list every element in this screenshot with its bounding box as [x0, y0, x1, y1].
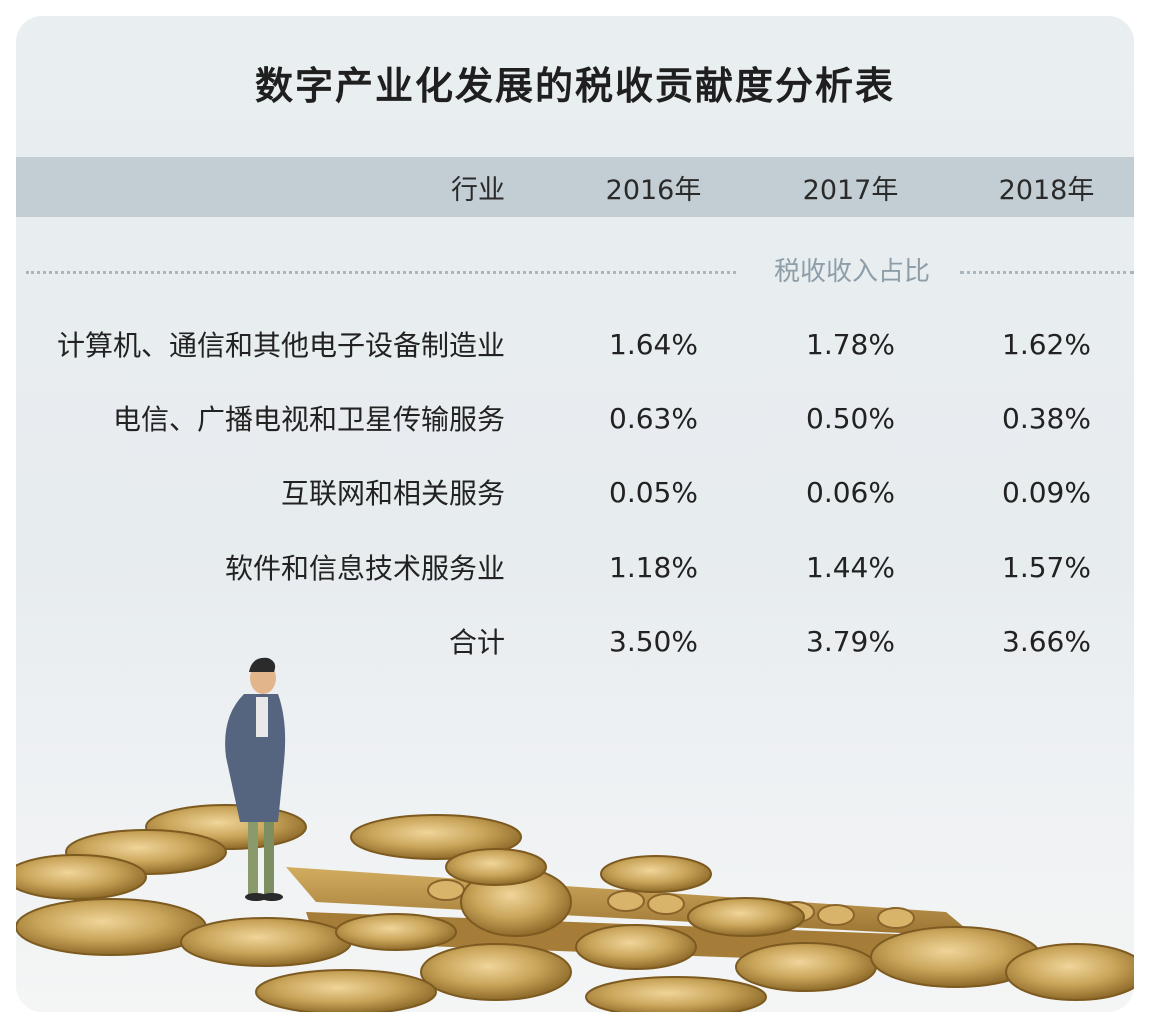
section-divider: 税收收入占比 — [16, 250, 1134, 294]
header-year-2017: 2017年 — [802, 174, 899, 206]
cell-2017: 3.79% — [806, 624, 895, 658]
cell-2017: 0.06% — [806, 475, 895, 509]
row-label: 合计 — [448, 626, 505, 659]
table-title: 数字产业化发展的税收贡献度分析表 — [254, 64, 895, 108]
cell-2018: 0.09% — [1002, 475, 1091, 509]
cell-2016: 0.63% — [609, 401, 698, 435]
row-label: 计算机、通信和其他电子设备制造业 — [56, 329, 505, 362]
table-row: 互联网和相关服务 0.05% 0.06% 0.09% — [16, 464, 1134, 520]
dotted-line-right — [960, 271, 1134, 274]
table-row: 软件和信息技术服务业 1.18% 1.44% 1.57% — [16, 539, 1134, 595]
table-row-total: 合计 3.50% 3.79% 3.66% — [16, 613, 1134, 669]
cell-2016: 1.18% — [609, 550, 698, 584]
cell-2018: 1.57% — [1002, 550, 1091, 584]
row-label: 互联网和相关服务 — [280, 477, 505, 510]
row-label: 电信、广播电视和卫星传输服务 — [112, 403, 505, 436]
cell-2016: 0.05% — [609, 475, 698, 509]
table-header: 行业 2016年 2017年 2018年 — [16, 157, 1134, 217]
header-year-2016: 2016年 — [605, 174, 702, 206]
dotted-line-left — [26, 271, 736, 274]
cell-2017: 1.78% — [806, 327, 895, 361]
cell-2018: 3.66% — [1002, 624, 1091, 658]
cell-2017: 1.44% — [806, 550, 895, 584]
cell-2016: 1.64% — [609, 327, 698, 361]
section-label: 税收收入占比 — [773, 257, 930, 287]
cell-2018: 0.38% — [1002, 401, 1091, 435]
cell-2016: 3.50% — [609, 624, 698, 658]
header-year-2018: 2018年 — [998, 174, 1095, 206]
table-card: 数字产业化发展的税收贡献度分析表 行业 2016年 2017年 2018年 税收… — [16, 16, 1134, 1012]
row-label: 软件和信息技术服务业 — [224, 552, 505, 585]
header-industry: 行业 — [451, 174, 505, 206]
cell-2017: 0.50% — [806, 401, 895, 435]
cell-2018: 1.62% — [1002, 327, 1091, 361]
coins-abacus-figure-illustration — [16, 657, 1134, 1012]
table-row: 计算机、通信和其他电子设备制造业 1.64% 1.78% 1.62% — [16, 316, 1134, 372]
figurine — [225, 657, 286, 901]
table-row: 电信、广播电视和卫星传输服务 0.63% 0.50% 0.38% — [16, 390, 1134, 446]
